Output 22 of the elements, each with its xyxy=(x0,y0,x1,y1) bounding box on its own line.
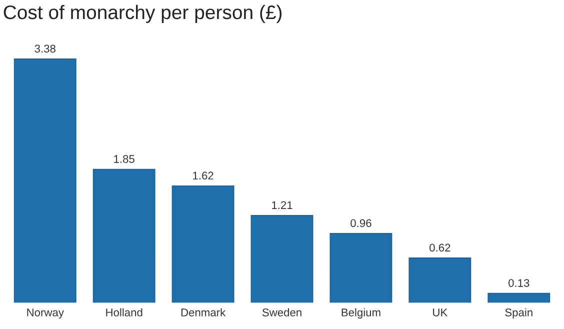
x-tick-label: Denmark xyxy=(181,308,226,316)
data-label: 3.38 xyxy=(34,44,56,53)
data-label: 1.21 xyxy=(272,201,292,209)
x-tick-label: Spain xyxy=(505,308,532,319)
bar xyxy=(250,215,314,303)
x-tick-label: Holland xyxy=(106,308,142,316)
data-label: 0.13 xyxy=(508,279,530,287)
data-label: 0.62 xyxy=(430,244,450,252)
bar xyxy=(330,233,392,303)
chart-title: Cost of monarchy per person (£) xyxy=(4,4,282,24)
x-tick-label: UK xyxy=(433,308,448,316)
bar xyxy=(488,292,550,303)
data-label: 1.85 xyxy=(114,155,134,163)
bar xyxy=(14,58,76,303)
data-label: 1.62 xyxy=(193,172,214,180)
x-tick-label: Belgium xyxy=(342,308,380,319)
bar xyxy=(92,168,156,303)
x-tick-label: Norway xyxy=(27,308,64,319)
bar xyxy=(408,258,472,303)
bar xyxy=(172,185,234,303)
data-label: 0.96 xyxy=(350,219,372,228)
x-tick-label: Sweden xyxy=(262,308,302,316)
